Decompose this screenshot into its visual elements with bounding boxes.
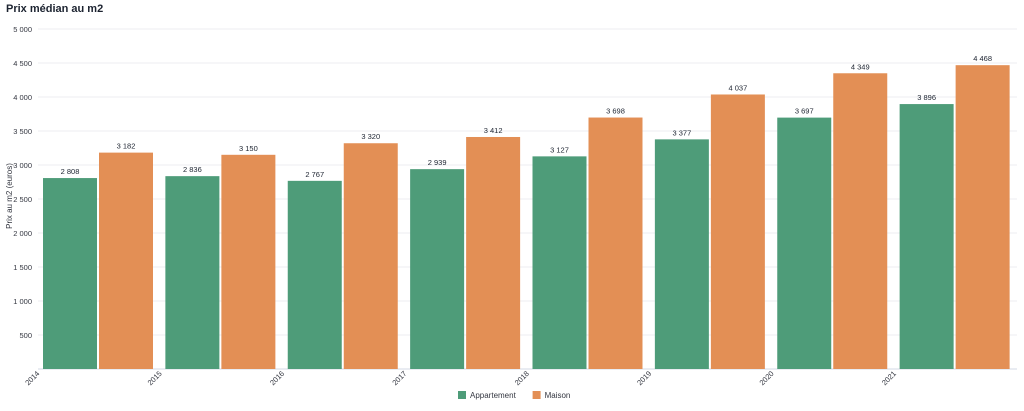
legend-swatch (532, 391, 541, 399)
x-tick-label: 2017 (390, 369, 408, 387)
y-tick-label: 5 000 (13, 25, 32, 34)
data-label: 3 896 (917, 93, 936, 102)
y-axis-ticks: 500 1 000 1 500 2 000 2 500 3 000 3 500 4 000 4 … (13, 25, 32, 340)
data-label: 4 037 (728, 83, 747, 92)
legend-swatch (458, 391, 466, 399)
x-tick-label: 2016 (268, 369, 286, 387)
x-tick-label: 2020 (758, 369, 776, 387)
bar-appartement-2014[interactable] (43, 178, 97, 369)
data-label: 3 182 (117, 142, 136, 151)
y-tick-label: 3 500 (13, 127, 32, 136)
x-tick-label: 2019 (635, 369, 653, 387)
bar-appartement-2017[interactable] (410, 169, 465, 369)
bar-appartement-2016[interactable] (287, 180, 342, 369)
y-tick-label: 4 500 (13, 59, 32, 68)
bars (43, 65, 1010, 370)
x-axis-ticks: 2014 2015 2016 2017 2018 2019 2020 2021 (23, 369, 898, 387)
bar-maison-2021[interactable] (955, 65, 1010, 370)
y-tick-label: 500 (19, 331, 32, 340)
x-tick-label: 2015 (146, 369, 164, 387)
y-tick-label: 4 000 (13, 93, 32, 102)
x-tick-label: 2018 (513, 369, 531, 387)
legend-label[interactable]: Maison (545, 391, 571, 400)
data-label: 3 127 (550, 145, 569, 154)
legend-label[interactable]: Appartement (470, 391, 517, 400)
y-tick-label: 2 000 (13, 229, 32, 238)
data-label: 3 698 (606, 107, 625, 116)
data-label: 4 349 (851, 62, 870, 71)
data-label: 3 377 (672, 128, 691, 137)
bar-appartement-2021[interactable] (899, 104, 954, 370)
bar-maison-2014[interactable] (99, 152, 153, 369)
data-label: 3 320 (361, 132, 380, 141)
data-labels: 2 808 3 182 2 836 3 150 2 767 3 320 2 939 3 412… (61, 54, 992, 179)
data-label: 3 150 (239, 144, 258, 153)
data-label: 2 767 (305, 170, 324, 179)
y-tick-label: 1 000 (13, 297, 32, 306)
data-label: 2 808 (61, 167, 80, 176)
y-tick-label: 1 500 (13, 263, 32, 272)
x-tick-label: 2021 (880, 369, 898, 387)
y-tick-label: 3 000 (13, 161, 32, 170)
bar-maison-2019[interactable] (710, 94, 765, 369)
data-label: 2 836 (183, 165, 202, 174)
bar-appartement-2019[interactable] (654, 139, 709, 369)
data-label: 2 939 (428, 158, 447, 167)
bar-maison-2015[interactable] (221, 154, 276, 369)
bar-maison-2016[interactable] (343, 143, 398, 369)
bar-maison-2017[interactable] (466, 136, 521, 369)
y-tick-label: 2 500 (13, 195, 32, 204)
chart-title: Prix médian au m2 (6, 3, 104, 15)
legend: Appartement Maison (458, 391, 570, 400)
bar-maison-2018[interactable] (588, 117, 643, 369)
data-label: 3 697 (795, 107, 814, 116)
x-tick-label: 2014 (23, 369, 41, 387)
bar-appartement-2020[interactable] (777, 117, 832, 369)
bar-appartement-2015[interactable] (165, 176, 220, 369)
bar-maison-2020[interactable] (833, 73, 888, 369)
data-label: 4 468 (973, 54, 992, 63)
bar-appartement-2018[interactable] (532, 156, 587, 369)
data-label: 3 412 (484, 126, 503, 135)
y-axis-label: Prix au m2 (euros) (5, 163, 14, 229)
